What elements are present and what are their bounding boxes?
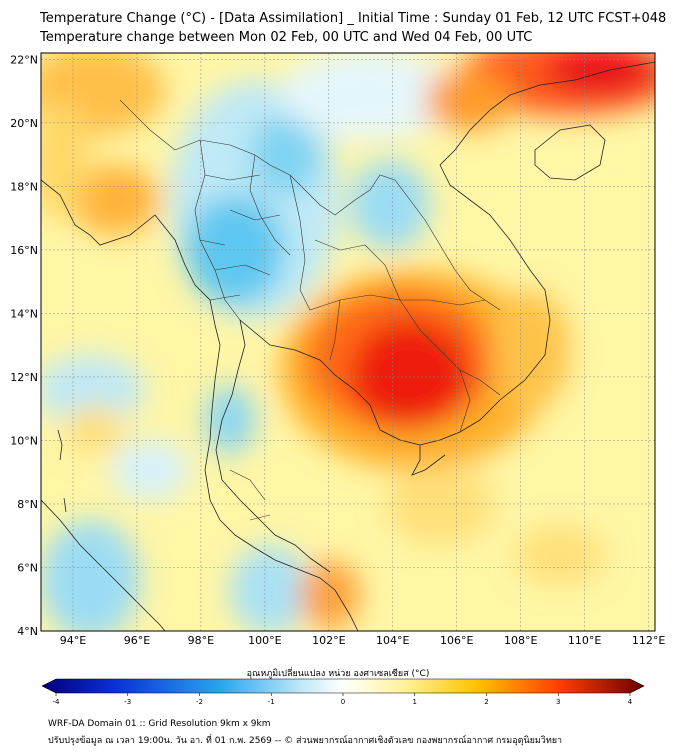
map-subtitle: Temperature change between Mon 02 Feb, 0… <box>40 30 533 45</box>
longitude-label: 96°E <box>124 634 150 647</box>
latitude-label: 12°N <box>10 371 38 384</box>
colorbar-tick-label: -2 <box>196 698 203 706</box>
latitude-label: 4°N <box>17 625 38 638</box>
coastlines <box>41 61 655 631</box>
longitude-label: 112°E <box>632 634 665 647</box>
colorbar-tick-label: 3 <box>556 698 560 706</box>
footer-credit: ปรับปรุงข้อมูล ณ เวลา 19:00น. วัน อา. ที… <box>48 736 563 746</box>
colorbar-tick-label: -1 <box>268 698 275 706</box>
longitude-label: 108°E <box>504 634 537 647</box>
longitude-label: 100°E <box>248 634 281 647</box>
colorbar-tick-label: 0 <box>341 698 345 706</box>
colorbar-tick-label: -4 <box>53 698 61 706</box>
longitude-label: 106°E <box>440 634 473 647</box>
colorbar-tick-label: -3 <box>124 698 131 706</box>
latitude-label: 6°N <box>17 561 38 574</box>
footer-resolution: WRF-DA Domain 01 :: Grid Resolution 9km … <box>48 719 271 729</box>
latitude-label: 20°N <box>10 117 38 130</box>
longitude-label: 94°E <box>60 634 86 647</box>
longitude-labels: 94°E 96°E 98°E 100°E 102°E 104°E 106°E 108°E 110… <box>60 634 666 647</box>
colorbar-tick-label: 4 <box>628 698 633 706</box>
longitude-label: 110°E <box>568 634 601 647</box>
latitude-label: 22°N <box>10 53 38 66</box>
country-borders <box>119 99 501 521</box>
latitude-label: 10°N <box>10 434 38 447</box>
colorbar: -4 -3 -2 -1 0 1 2 3 4 <box>41 678 645 706</box>
graticule <box>41 53 655 632</box>
colorbar-title: อุณหภูมิเปลี่ยนแปลง หน่วย องศาเซลเซียส (… <box>246 669 430 679</box>
latitude-label: 8°N <box>17 498 38 511</box>
longitude-label: 104°E <box>376 634 409 647</box>
longitude-label: 102°E <box>312 634 345 647</box>
longitude-label: 98°E <box>188 634 214 647</box>
latitude-label: 18°N <box>10 180 38 193</box>
latitude-label: 16°N <box>10 244 38 257</box>
latitude-labels: 22°N 20°N 18°N 16°N 14°N 12°N 10°N 8°N 6°N 4°N <box>10 53 38 638</box>
latitude-label: 14°N <box>10 307 38 320</box>
temperature-field <box>41 53 655 631</box>
colorbar-tick-label: 2 <box>484 698 488 706</box>
map-title: Temperature Change (°C) - [Data Assimila… <box>40 11 667 26</box>
map-frame <box>40 52 656 632</box>
colorbar-tick-label: 1 <box>413 698 417 706</box>
